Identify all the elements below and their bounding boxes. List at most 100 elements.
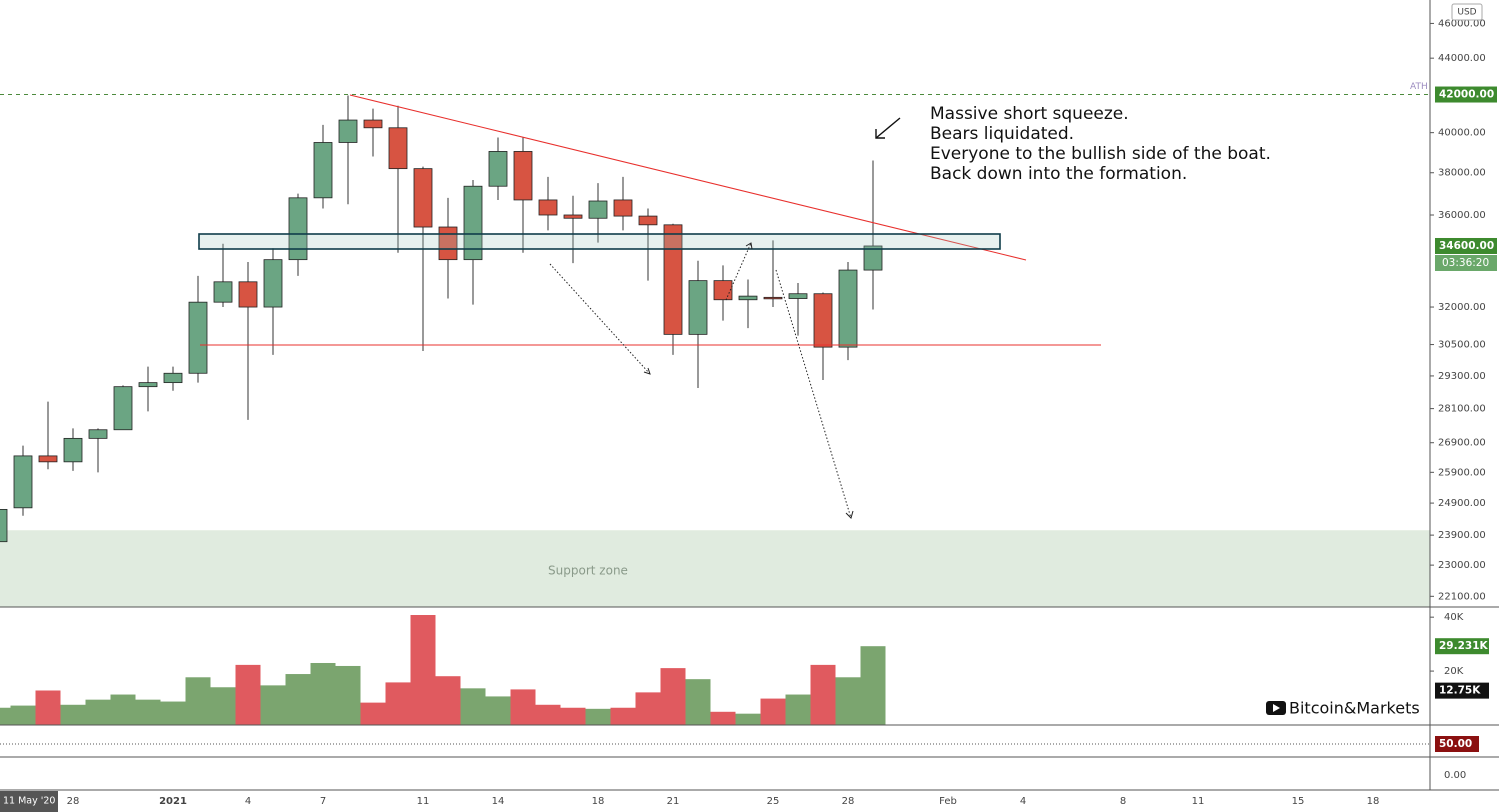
candle-body — [363, 119, 383, 129]
x-tick-label: 28 — [842, 796, 855, 807]
candle-body — [113, 386, 133, 431]
volume-bar — [635, 692, 661, 725]
trend-line — [349, 94, 1027, 261]
volume-bar — [585, 708, 611, 725]
candle-body — [463, 185, 483, 261]
candle-body — [788, 293, 808, 299]
volume-bar — [260, 685, 286, 725]
oscillator-label: 0.00 — [1444, 770, 1466, 781]
candle-body — [438, 226, 458, 261]
volume-bar — [235, 664, 261, 725]
y-tick-label: 30500.00 — [1438, 340, 1486, 351]
x-tick-label: 18 — [1367, 796, 1380, 807]
volume-bar — [10, 705, 36, 725]
candle-body — [388, 127, 408, 170]
candle-body — [713, 280, 733, 301]
candle-body — [588, 200, 608, 219]
volume-bar — [535, 704, 561, 725]
volume-bar — [460, 688, 486, 725]
volume-bar — [860, 646, 886, 725]
volume-bar — [185, 677, 211, 725]
volume-bar — [510, 689, 536, 725]
candle-body — [263, 259, 283, 308]
x-tick-label: 2021 — [159, 796, 187, 807]
candle-body — [338, 119, 358, 143]
currency-box — [1451, 3, 1483, 21]
date-cursor-box — [0, 791, 58, 812]
y-tick-label: 32000.00 — [1438, 302, 1486, 313]
background — [0, 530, 1430, 607]
candle-body — [138, 382, 158, 388]
volume-bar — [760, 698, 786, 725]
y-tick-label: 29300.00 — [1438, 371, 1486, 382]
brand: Bitcoin&Markets — [1289, 699, 1420, 718]
oscillator-label: 50.00 — [1439, 738, 1472, 750]
note-line: Back down into the formation. — [930, 164, 1187, 184]
volume-tick-label: 20K — [1444, 666, 1464, 677]
x-tick-label: 11 — [417, 796, 430, 807]
candle-body — [563, 214, 583, 219]
x-tick-label: 8 — [1120, 796, 1126, 807]
brand-icon-play — [1273, 704, 1280, 712]
support-label: Support zone — [548, 564, 628, 578]
x-tick-label: 7 — [320, 796, 326, 807]
x-tick-label: 25 — [767, 796, 780, 807]
x-tick-label: 28 — [67, 796, 80, 807]
price-label: 42000.00 — [1439, 89, 1494, 101]
volume-bar — [735, 713, 761, 725]
volume-bar — [85, 699, 111, 725]
y-tick-label: 22100.00 — [1438, 591, 1486, 602]
candle-body — [88, 429, 108, 439]
volume-bar — [485, 696, 511, 725]
volume-bar — [610, 707, 636, 725]
pointer-arrow — [875, 117, 901, 139]
x-tick-label: 4 — [245, 796, 251, 807]
volume-bar — [160, 701, 186, 725]
x-tick-label: 21 — [667, 796, 680, 807]
y-tick-label: 23000.00 — [1438, 560, 1486, 571]
candle-body — [488, 151, 508, 187]
x-tick-label: Feb — [939, 796, 957, 807]
ath-label: ATH — [1410, 82, 1428, 92]
candle-body — [663, 224, 683, 335]
volume-label-box — [1435, 638, 1489, 655]
volume-bar — [60, 704, 86, 725]
volume-bar — [710, 711, 736, 725]
candle-body — [688, 280, 708, 335]
volume-tick-label: 40K — [1444, 612, 1464, 623]
volume-bar — [835, 677, 861, 725]
candle-body — [738, 295, 758, 301]
candle-body — [288, 197, 308, 261]
countdown: 03:36:20 — [1442, 257, 1489, 269]
volume-label: 29.231K — [1439, 640, 1489, 652]
x-tick-label: 18 — [592, 796, 605, 807]
currency: USD — [1457, 8, 1476, 18]
candle-body — [863, 245, 883, 271]
volume-bar — [35, 690, 61, 725]
candle-body — [638, 215, 658, 226]
x-tick-label: 15 — [1292, 796, 1305, 807]
volume-bar — [335, 665, 361, 725]
volume-bar — [0, 707, 11, 725]
y-tick-label: 40000.00 — [1438, 128, 1486, 139]
candle-body — [213, 281, 233, 303]
y-tick-label: 23900.00 — [1438, 530, 1486, 541]
date-cursor: 11 May '20 — [3, 796, 55, 807]
candle-body — [13, 455, 33, 509]
candle-body — [613, 199, 633, 217]
drawings — [198, 94, 1101, 519]
volume-bar — [285, 674, 311, 725]
candle-body — [188, 301, 208, 374]
arrow-head — [643, 367, 651, 375]
volume-bar — [560, 707, 586, 725]
volume-bar — [210, 687, 236, 725]
arrow-head — [845, 510, 854, 519]
support-zone — [0, 530, 1430, 607]
volume-label: 12.75K — [1439, 685, 1481, 697]
countdown-box — [1435, 254, 1497, 271]
candle-body — [38, 455, 58, 463]
y-tick-label: 26900.00 — [1438, 438, 1486, 449]
volume-label-box — [1435, 682, 1489, 699]
